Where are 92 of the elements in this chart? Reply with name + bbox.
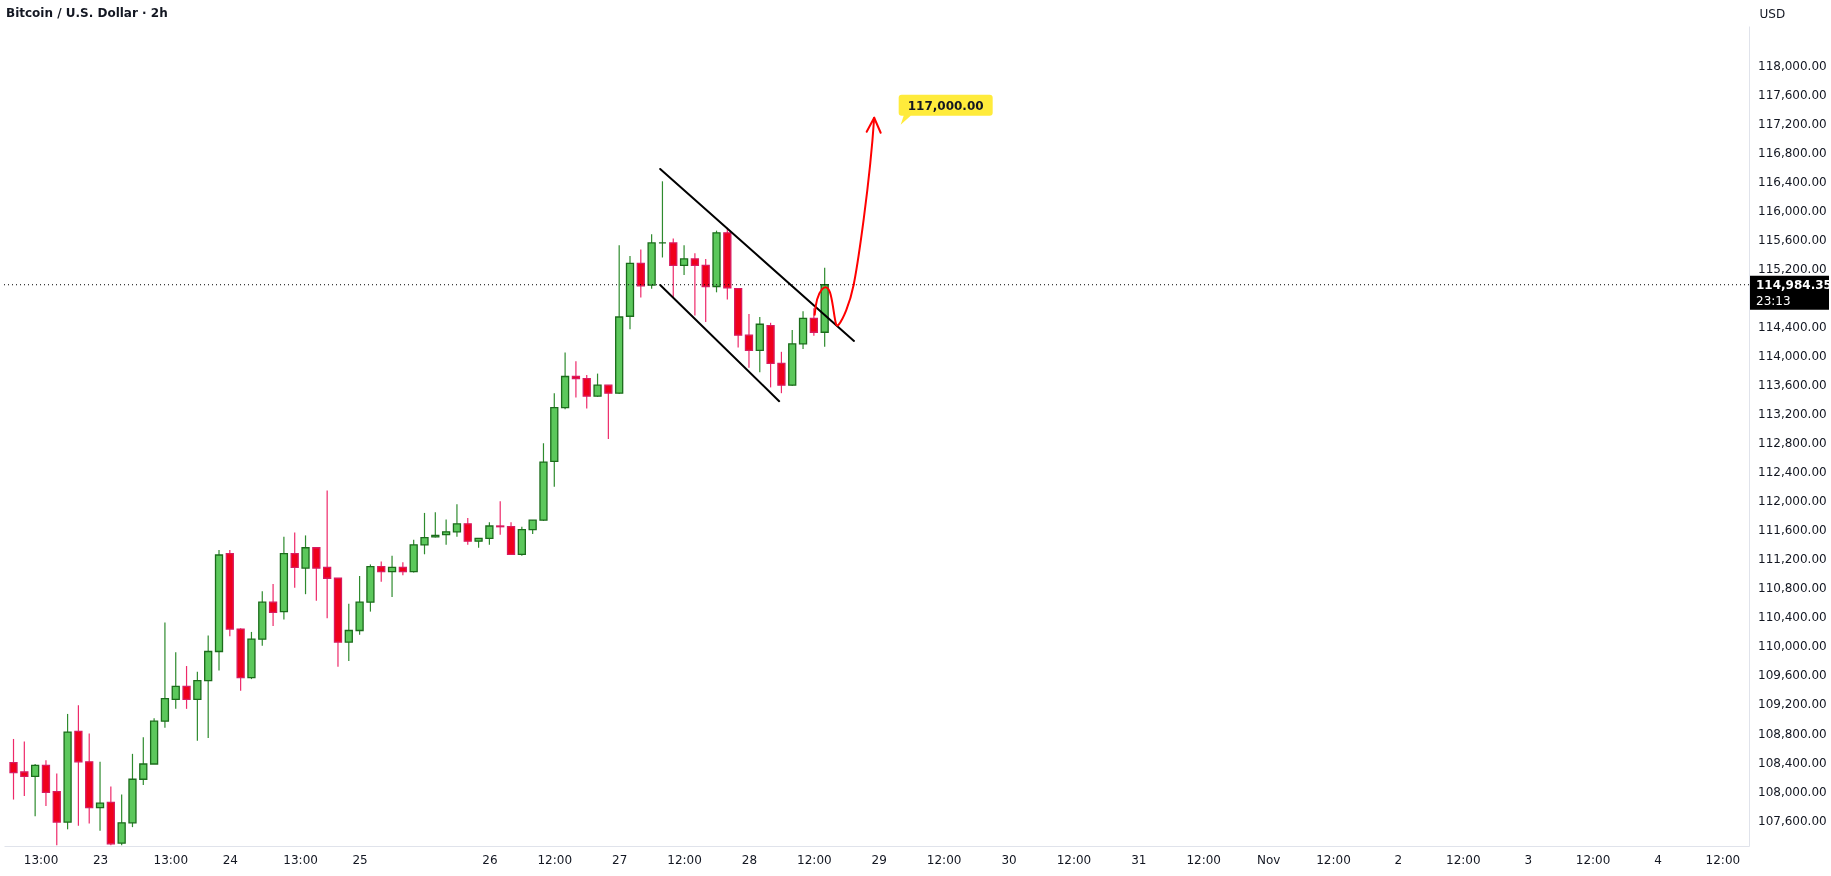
x-tick-label: 12:00 [1446, 852, 1481, 867]
candlestick [9, 738, 18, 801]
candlestick [582, 374, 591, 410]
candlestick [139, 736, 148, 786]
candlestick [420, 512, 429, 555]
x-tick-label: 12:00 [537, 852, 573, 867]
candlestick [679, 244, 689, 276]
ref-line-label: 114,984.35 [1756, 277, 1831, 292]
candlestick [604, 384, 613, 440]
x-tick-label: 27 [612, 852, 628, 867]
annotation: 117,000.00 [907, 98, 984, 113]
y-tick-label: 116,000.00 [1758, 204, 1827, 219]
candlestick [268, 583, 278, 627]
candlestick [669, 238, 678, 298]
y-tick-label: 115,200.00 [1758, 262, 1827, 277]
candlestick [301, 534, 310, 595]
x-tick-label: 3 [1524, 852, 1533, 867]
y-tick-label: 109,600.00 [1758, 668, 1827, 683]
y-tick-label: 113,200.00 [1758, 407, 1827, 422]
x-tick-label: 13:00 [153, 852, 189, 867]
candlestick [377, 560, 386, 583]
candlestick [485, 521, 494, 546]
y-tick-label: 117,200.00 [1758, 116, 1827, 131]
x-tick-label: 12:00 [797, 852, 832, 867]
y-tick-label: 110,800.00 [1758, 581, 1827, 596]
x-tick-label: 28 [741, 852, 758, 867]
y-tick-label: 116,800.00 [1758, 145, 1827, 160]
y-tick-label: 110,400.00 [1758, 610, 1827, 625]
x-tick-label: 12:00 [1575, 852, 1611, 867]
candlestick [809, 307, 819, 337]
candlestick [20, 740, 29, 797]
candlestick [290, 531, 299, 589]
y-tick-label: 114,400.00 [1758, 320, 1827, 335]
y-tick-label: 115,600.00 [1758, 233, 1827, 248]
y-tick-label: 107,600.00 [1758, 813, 1827, 828]
x-tick-label: 12:00 [1316, 852, 1351, 867]
y-axis-title: USD [1759, 6, 1786, 21]
chart-title: Bitcoin / U.S. Dollar · 2h [6, 6, 168, 20]
candlestick [593, 372, 602, 398]
x-tick-label: 30 [1001, 852, 1017, 867]
candlestick [160, 621, 170, 729]
y-tick-label: 108,400.00 [1758, 755, 1827, 770]
y-tick-label: 112,400.00 [1758, 465, 1827, 480]
x-tick-label: 26 [482, 852, 498, 867]
x-tick-label: 25 [352, 852, 368, 867]
y-tick-label: 112,800.00 [1758, 436, 1827, 451]
candlestick [463, 517, 472, 546]
x-tick-label: 23 [92, 852, 109, 867]
x-tick-label: 13:00 [283, 852, 318, 867]
candlestick [744, 313, 754, 369]
y-tick-label: 109,200.00 [1758, 697, 1827, 712]
x-tick-label: 29 [871, 852, 887, 867]
candlestick [636, 248, 645, 298]
candlestick [344, 603, 353, 662]
x-tick-label: 24 [222, 852, 238, 867]
y-tick-label: 108,800.00 [1758, 726, 1827, 741]
y-tick-label: 114,000.00 [1758, 349, 1827, 364]
y-tick-label: 110,000.00 [1758, 639, 1827, 654]
x-tick-label: 12:00 [667, 852, 702, 867]
y-tick-label: 108,000.00 [1758, 784, 1827, 799]
y-tick-label: 111,600.00 [1758, 523, 1827, 538]
candlestick [117, 793, 126, 846]
candlestick [323, 489, 332, 619]
x-tick-label: 12:00 [1705, 852, 1741, 867]
y-tick-label: 113,600.00 [1758, 378, 1827, 393]
candlestick [171, 651, 180, 710]
candlestick [441, 518, 451, 546]
candlestick [496, 500, 505, 536]
candlestick [312, 547, 321, 602]
candlestick [701, 258, 710, 323]
text: 23:13 [1756, 293, 1791, 308]
candlestick [690, 252, 700, 317]
x-tick-label: 13:00 [23, 852, 59, 867]
y-tick-label: 116,400.00 [1758, 175, 1827, 190]
candlestick [431, 511, 440, 539]
y-tick-label: 111,200.00 [1758, 552, 1827, 567]
candlestick [777, 351, 786, 394]
candlestick [193, 671, 202, 742]
candlestick [452, 503, 462, 538]
candlestick [182, 665, 191, 710]
y-tick-label: 112,000.00 [1758, 494, 1827, 509]
x-tick-label: 12:00 [1186, 852, 1222, 867]
x-tick-label: 12:00 [926, 852, 962, 867]
callout-box: 117,000.00 [898, 94, 993, 125]
candlestick [30, 763, 40, 817]
x-tick-label: 4 [1654, 852, 1662, 867]
x-tick-label: 31 [1131, 852, 1147, 867]
y-tick-label: 117,600.00 [1758, 87, 1827, 102]
y-tick-label: 118,000.00 [1758, 58, 1827, 73]
x-tick-label: 12:00 [1056, 852, 1092, 867]
x-tick-label: Nov [1256, 852, 1281, 867]
x-tick-label: 2 [1394, 852, 1403, 867]
